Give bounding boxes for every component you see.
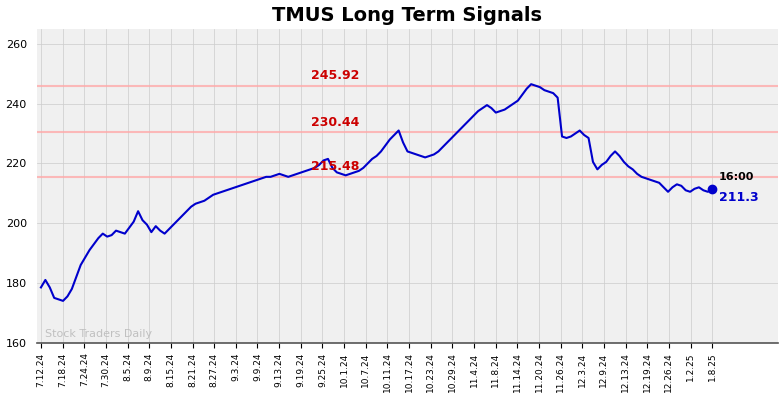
Title: TMUS Long Term Signals: TMUS Long Term Signals <box>273 6 543 25</box>
Text: 245.92: 245.92 <box>311 69 360 82</box>
Text: 215.48: 215.48 <box>311 160 360 173</box>
Text: Stock Traders Daily: Stock Traders Daily <box>45 329 152 339</box>
Text: 16:00: 16:00 <box>719 172 754 182</box>
Text: 211.3: 211.3 <box>719 191 759 204</box>
Text: 230.44: 230.44 <box>311 115 360 129</box>
